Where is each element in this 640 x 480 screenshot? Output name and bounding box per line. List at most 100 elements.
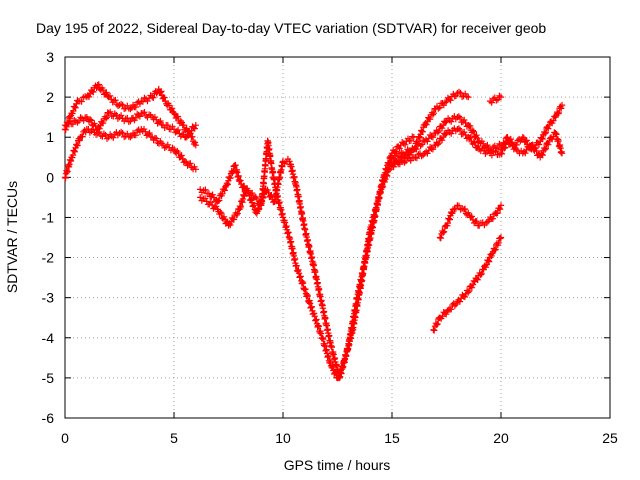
- data-marker: [495, 239, 502, 247]
- data-marker: [522, 149, 529, 157]
- data-marker: [202, 186, 209, 193]
- data-marker: [264, 186, 271, 194]
- data-marker: [125, 118, 132, 125]
- data-marker: [484, 141, 491, 149]
- data-marker: [216, 197, 223, 204]
- data-marker: [474, 142, 482, 150]
- series-track-l: [497, 129, 566, 161]
- data-marker: [424, 150, 431, 157]
- data-marker: [466, 122, 474, 129]
- data-marker: [448, 118, 455, 125]
- data-marker: [539, 151, 546, 159]
- data-marker: [99, 120, 107, 127]
- data-marker: [438, 124, 446, 132]
- y-tick-label: 0: [46, 169, 54, 185]
- data-marker: [417, 142, 424, 150]
- x-tick-label: 25: [602, 430, 618, 446]
- y-tick-label: -1: [42, 209, 55, 225]
- data-marker: [470, 128, 477, 135]
- data-marker: [473, 275, 480, 283]
- data-point: [497, 202, 505, 209]
- data-point: [558, 101, 566, 109]
- y-tick-label: 2: [46, 89, 54, 105]
- data-marker: [187, 160, 194, 167]
- data-marker: [529, 141, 536, 148]
- data-marker: [461, 116, 468, 124]
- data-marker: [423, 121, 430, 128]
- data-marker: [161, 94, 168, 101]
- x-tick-label: 20: [493, 430, 509, 446]
- data-marker: [416, 134, 424, 142]
- data-marker: [456, 298, 464, 305]
- data-marker: [485, 257, 492, 264]
- data-point: [127, 105, 134, 113]
- data-marker: [71, 147, 78, 154]
- data-marker: [471, 139, 478, 147]
- data-marker: [508, 139, 515, 146]
- data-marker: [407, 149, 414, 156]
- data-marker: [429, 146, 437, 153]
- data-marker: [424, 138, 431, 145]
- data-marker: [497, 235, 504, 242]
- data-marker: [141, 109, 148, 116]
- data-marker: [455, 88, 463, 96]
- data-marker: [176, 130, 183, 137]
- data-marker: [407, 157, 414, 164]
- data-marker: [157, 117, 164, 125]
- data-marker: [478, 270, 485, 278]
- data-marker: [501, 145, 508, 152]
- data-point: [181, 158, 189, 165]
- data-marker: [132, 103, 139, 111]
- data-marker: [434, 129, 441, 136]
- data-marker: [241, 182, 248, 190]
- data-marker: [117, 100, 125, 108]
- data-marker: [221, 187, 228, 194]
- data-marker: [107, 108, 114, 116]
- data-marker: [448, 306, 455, 313]
- data-marker: [96, 128, 103, 136]
- data-marker: [436, 104, 443, 111]
- data-marker: [455, 113, 462, 120]
- data-marker: [164, 122, 171, 129]
- y-tick-label: -4: [42, 330, 55, 346]
- data-marker: [539, 135, 546, 143]
- data-marker: [498, 150, 505, 158]
- data-marker: [473, 132, 480, 139]
- data-marker: [136, 113, 144, 120]
- data-marker: [73, 141, 80, 148]
- data-marker: [541, 130, 549, 137]
- data-marker: [225, 173, 233, 181]
- series-track-c: [61, 125, 199, 182]
- data-marker: [477, 271, 484, 278]
- data-marker: [110, 134, 117, 141]
- data-marker: [150, 94, 157, 101]
- data-marker: [401, 141, 409, 148]
- data-marker: [418, 127, 425, 134]
- y-axis-label: SDTVAR / TECUs: [4, 181, 20, 293]
- data-marker: [103, 114, 110, 121]
- data-marker: [456, 126, 464, 134]
- series-track-j: [430, 234, 505, 334]
- data-marker: [558, 105, 565, 112]
- data-marker: [413, 154, 421, 162]
- data-marker: [182, 134, 190, 141]
- data-marker: [464, 289, 472, 296]
- data-marker: [112, 96, 119, 104]
- data-marker: [191, 125, 198, 132]
- data-marker: [442, 119, 449, 126]
- y-tick-label: 3: [46, 49, 54, 65]
- data-marker: [164, 141, 171, 148]
- data-marker: [132, 114, 139, 122]
- data-marker: [396, 161, 403, 168]
- plot-frame: [64, 56, 611, 419]
- data-marker: [461, 128, 468, 136]
- data-marker: [80, 117, 87, 124]
- data-marker: [62, 126, 69, 133]
- data-point: [192, 142, 199, 149]
- data-marker: [103, 89, 110, 96]
- data-point: [497, 234, 505, 241]
- data-marker: [469, 127, 476, 134]
- data-marker: [153, 135, 160, 142]
- data-marker: [249, 203, 256, 210]
